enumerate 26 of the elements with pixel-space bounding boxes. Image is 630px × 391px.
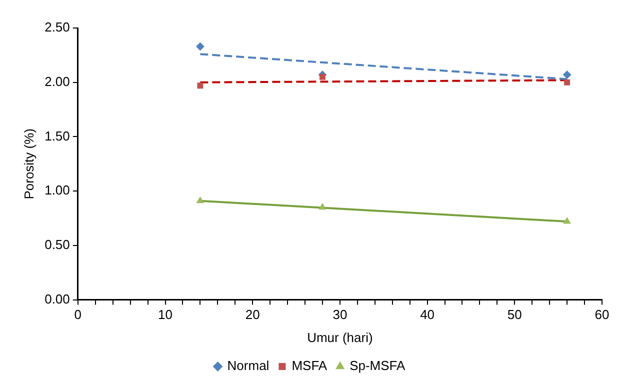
y-tick-label: 0.50 xyxy=(44,237,70,252)
point xyxy=(197,82,204,89)
x-tick-label: 10 xyxy=(158,307,172,322)
x-axis-title: Umur (hari) xyxy=(307,330,373,345)
x-tick-label: 30 xyxy=(332,307,348,322)
point xyxy=(564,218,571,224)
legend-label: Sp-MSFA xyxy=(350,358,406,374)
point xyxy=(196,42,204,50)
x-tick-label: 60 xyxy=(594,307,610,322)
y-tick-label: 1.50 xyxy=(44,128,70,144)
x-tick-label: 50 xyxy=(507,307,522,322)
y-axis-title: Porosity (%) xyxy=(21,128,36,200)
point xyxy=(318,203,326,210)
x-tick-label: 0 xyxy=(74,307,82,322)
y-tick-label: 0.00 xyxy=(44,291,70,306)
legend-label: MSFA xyxy=(292,358,328,374)
x-tick-label: 20 xyxy=(245,307,260,322)
point xyxy=(320,74,326,80)
y-tick-label: 1.00 xyxy=(44,182,70,198)
point xyxy=(563,70,572,79)
legend-label: Normal xyxy=(227,358,270,374)
point xyxy=(196,196,204,204)
point xyxy=(564,79,570,86)
x-tick-label: 40 xyxy=(420,307,435,322)
y-tick-label: 2.50 xyxy=(44,20,70,35)
y-tick-label: 2.00 xyxy=(44,74,70,89)
